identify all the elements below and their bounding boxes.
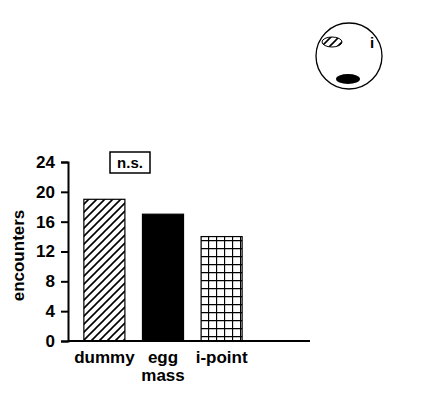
x-tick: i-point [196,341,248,367]
y-tick-label: 0 [46,332,55,351]
bar [201,237,242,341]
y-tick-mark [61,162,68,164]
x-axis: dummy eggmass i-point [68,341,310,385]
egg-mass-icon [336,74,360,84]
bar [142,214,183,341]
y-tick: 16 [36,213,68,232]
y-tick-label: 4 [46,302,56,321]
y-tick-label: 16 [36,213,55,232]
x-tick-label: i-point [196,348,248,367]
y-tick: 24 [36,153,68,172]
y-tick-label: 8 [46,272,55,291]
annotation: n.s. [117,154,143,171]
dummy-icon [322,37,342,47]
y-tick-label: 24 [36,153,55,172]
significance-box: n.s. [110,152,150,173]
y-tick-mark [61,311,68,313]
y-tick-mark [61,221,68,223]
y-tick: 12 [36,242,68,261]
arena [316,23,382,89]
y-tick: 8 [46,272,68,291]
x-axis-line [68,340,310,342]
y-axis-title: encounters [9,210,28,302]
y-tick-mark [61,251,68,253]
y-axis: 0 4 8 12 16 20 24 [36,153,68,351]
x-tick-label: eggmass [141,348,184,385]
y-tick-label: 20 [36,183,55,202]
x-tick: eggmass [141,341,184,385]
y-tick-mark [61,341,68,343]
y-tick: 20 [36,183,68,202]
bar [84,199,125,341]
y-tick-mark [61,281,68,283]
y-tick-label: 12 [36,242,55,261]
box [110,152,150,173]
y-tick-mark [61,191,68,193]
y-axis-line [61,163,69,342]
x-tick: dummy [74,341,135,367]
y-tick: 0 [46,332,68,351]
inset-icon: i [316,23,382,89]
annotation: i [370,34,374,51]
x-tick-label: dummy [74,348,135,367]
y-tick: 4 [46,302,68,321]
bars [84,199,242,341]
